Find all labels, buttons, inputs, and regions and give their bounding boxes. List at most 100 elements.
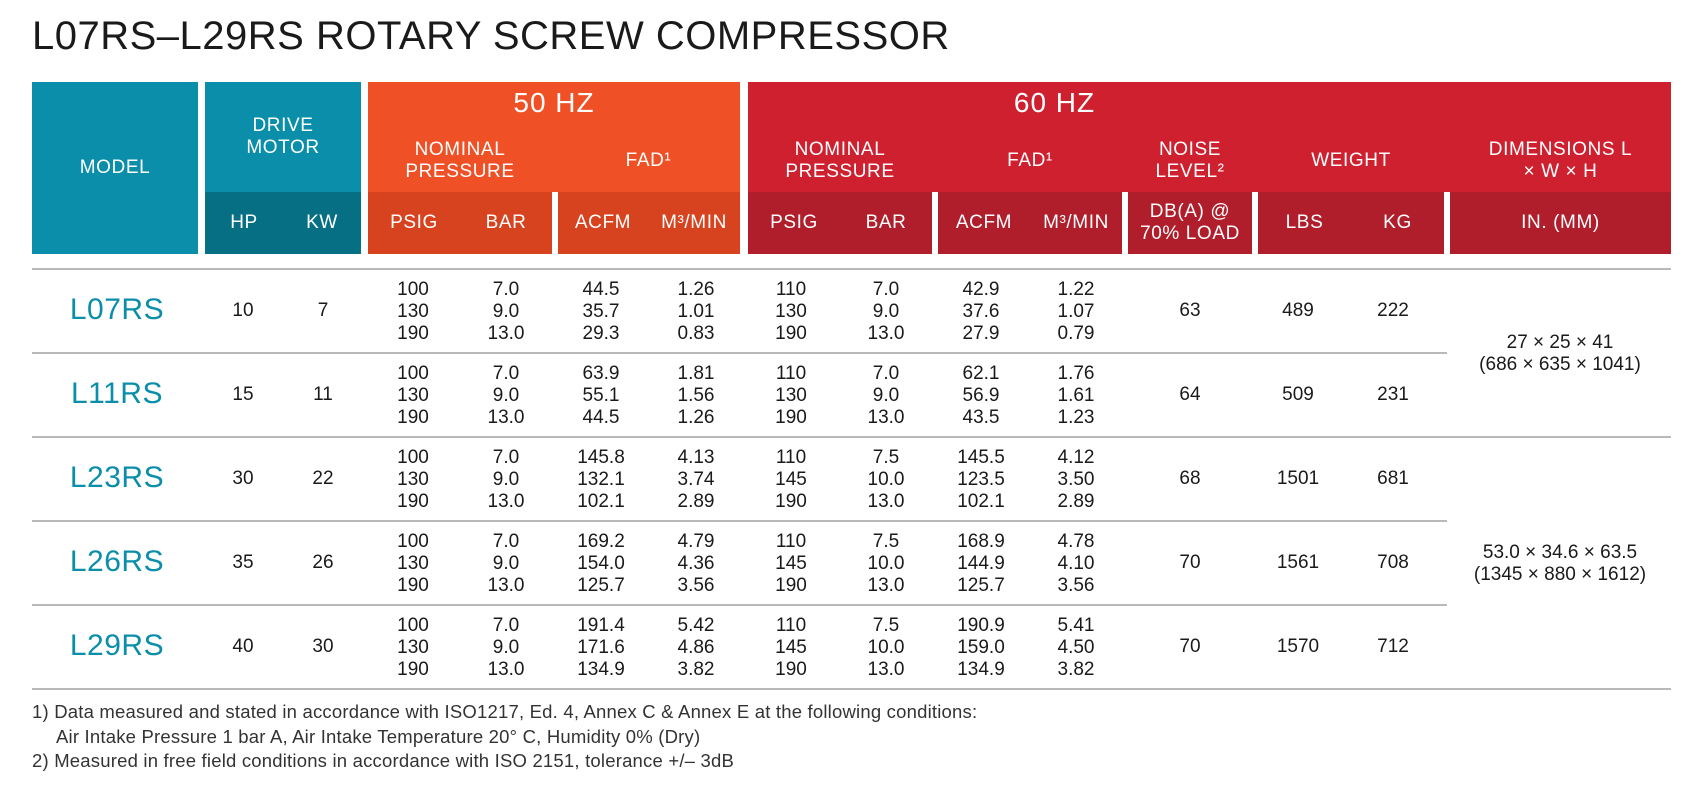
drive-motor-label: DRIVE MOTOR <box>246 115 320 158</box>
bar60-value: 7.5 <box>872 615 900 636</box>
bar60-value: 13.0 <box>867 575 905 596</box>
psig60-value: 190 <box>775 407 807 428</box>
psig50-value: 190 <box>397 659 429 680</box>
bar60-label: BAR <box>865 212 907 233</box>
acfm50-value: 44.5 <box>582 279 620 300</box>
np50-subheader: NOMINAL PRESSURE <box>368 136 552 186</box>
fad50-label: FAD¹ <box>625 150 672 171</box>
psig50-value: 190 <box>397 575 429 596</box>
psig60-value: 110 <box>775 447 807 468</box>
m3min60-value: 1.61 <box>1057 385 1095 406</box>
kg-value: 712 <box>1377 636 1409 657</box>
acfm60-value: 144.9 <box>957 553 1005 574</box>
bar60-value: 7.5 <box>872 447 900 468</box>
bar60-value: 7.0 <box>872 363 900 384</box>
m3min50-values: 1.81 1.56 1.26 <box>651 363 741 429</box>
m3min50-value: 3.56 <box>677 575 715 596</box>
m3min60-value: 4.10 <box>1057 553 1095 574</box>
dimensions-group-1: 27 × 25 × 41 (686 × 635 × 1041) <box>1450 332 1670 376</box>
psig50-value: 130 <box>397 637 429 658</box>
bar60-value: 13.0 <box>867 407 905 428</box>
model-name: L07RS <box>69 293 165 326</box>
bar60-value: 7.0 <box>872 279 900 300</box>
dimensions-mm: (1345 × 880 × 1612) <box>1473 564 1647 585</box>
acfm50-header: ACFM <box>558 192 648 254</box>
bar60-values: 7.5 10.0 13.0 <box>841 531 931 597</box>
m3min60-value: 1.76 <box>1057 363 1095 384</box>
bar60-values: 7.5 10.0 13.0 <box>841 447 931 513</box>
weight-label: WEIGHT <box>1311 150 1391 171</box>
bar50-values: 7.0 9.0 13.0 <box>461 615 551 681</box>
hz60-header: 60 HZ <box>748 82 1671 192</box>
kg-value: 222 <box>1377 300 1409 321</box>
bar50-values: 7.0 9.0 13.0 <box>461 363 551 429</box>
acfm50-value: 29.3 <box>582 323 620 344</box>
noise-subheader: NOISE LEVEL² <box>1128 136 1252 186</box>
hp-value: 10 <box>232 300 254 321</box>
m3min50-value: 1.26 <box>677 279 715 300</box>
m3min50-value: 0.83 <box>677 323 715 344</box>
header-rule <box>32 268 1671 270</box>
psig50-values: 100 130 190 <box>368 447 458 513</box>
hp-value: 15 <box>232 384 254 405</box>
psig60-header: PSIG <box>748 192 840 254</box>
m3min60-value: 5.41 <box>1057 615 1095 636</box>
psig50-value: 100 <box>397 279 429 300</box>
in-mm-header: IN. (MM) <box>1450 192 1671 254</box>
kw-label: KW <box>306 212 338 233</box>
psig60-value: 110 <box>775 615 807 636</box>
bar50-header: BAR <box>460 192 552 254</box>
m3min60-values: 4.12 3.50 2.89 <box>1031 447 1121 513</box>
acfm60-value: 43.5 <box>962 407 1000 428</box>
acfm50-value: 102.1 <box>577 491 625 512</box>
psig60-value: 145 <box>775 637 807 658</box>
acfm60-value: 102.1 <box>957 491 1005 512</box>
hp-value: 35 <box>232 552 254 573</box>
kw-value: 22 <box>312 468 334 489</box>
psig50-value: 100 <box>397 363 429 384</box>
acfm50-value: 171.6 <box>577 637 625 658</box>
model-name: L11RS <box>70 377 163 410</box>
dimensions-subheader: DIMENSIONS L × W × H <box>1450 136 1671 186</box>
psig50-values: 100 130 190 <box>368 615 458 681</box>
psig60-value: 110 <box>775 531 807 552</box>
m3min50-value: 4.36 <box>677 553 715 574</box>
psig60-value: 190 <box>775 575 807 596</box>
acfm50-values: 63.9 55.1 44.5 <box>556 363 646 429</box>
m3min50-value: 4.79 <box>677 531 715 552</box>
bar50-values: 7.0 9.0 13.0 <box>461 447 551 513</box>
bar60-value: 10.0 <box>867 553 905 574</box>
m3min50-value: 5.42 <box>677 615 715 636</box>
acfm50-value: 63.9 <box>582 363 620 384</box>
noise-value: 70 <box>1179 552 1201 573</box>
hz50-label: 50 HZ <box>513 87 595 118</box>
fad50-subheader: FAD¹ <box>557 136 740 186</box>
m3min60-values: 1.22 1.07 0.79 <box>1031 279 1121 345</box>
bar50-value: 7.0 <box>492 279 520 300</box>
m3min60-value: 4.50 <box>1057 637 1095 658</box>
row-divider <box>32 352 1447 354</box>
psig60-values: 110 145 190 <box>746 447 836 513</box>
dimensions-inches: 53.0 × 34.6 × 63.5 <box>1482 542 1638 563</box>
lbs-value: 1561 <box>1276 552 1320 573</box>
acfm50-value: 191.4 <box>577 615 625 636</box>
noise-label: NOISE LEVEL² <box>1155 139 1225 182</box>
hp-label: HP <box>230 212 258 233</box>
psig60-value: 145 <box>775 553 807 574</box>
m3min50-value: 1.26 <box>677 407 715 428</box>
psig60-values: 110 130 190 <box>746 279 836 345</box>
noise-value: 70 <box>1179 636 1201 657</box>
psig50-value: 190 <box>397 407 429 428</box>
bar50-value: 13.0 <box>487 491 525 512</box>
noise-value: 64 <box>1179 384 1201 405</box>
hz50-header: 50 HZ <box>368 82 740 192</box>
in-mm-label: IN. (MM) <box>1521 212 1600 233</box>
acfm50-values: 145.8 132.1 102.1 <box>556 447 646 513</box>
psig50-value: 100 <box>397 447 429 468</box>
kw-value: 30 <box>312 636 334 657</box>
bar60-values: 7.5 10.0 13.0 <box>841 615 931 681</box>
bar60-value: 10.0 <box>867 469 905 490</box>
acfm60-label: ACFM <box>955 212 1013 233</box>
table-bottom-rule <box>32 688 1671 690</box>
acfm50-values: 44.5 35.7 29.3 <box>556 279 646 345</box>
